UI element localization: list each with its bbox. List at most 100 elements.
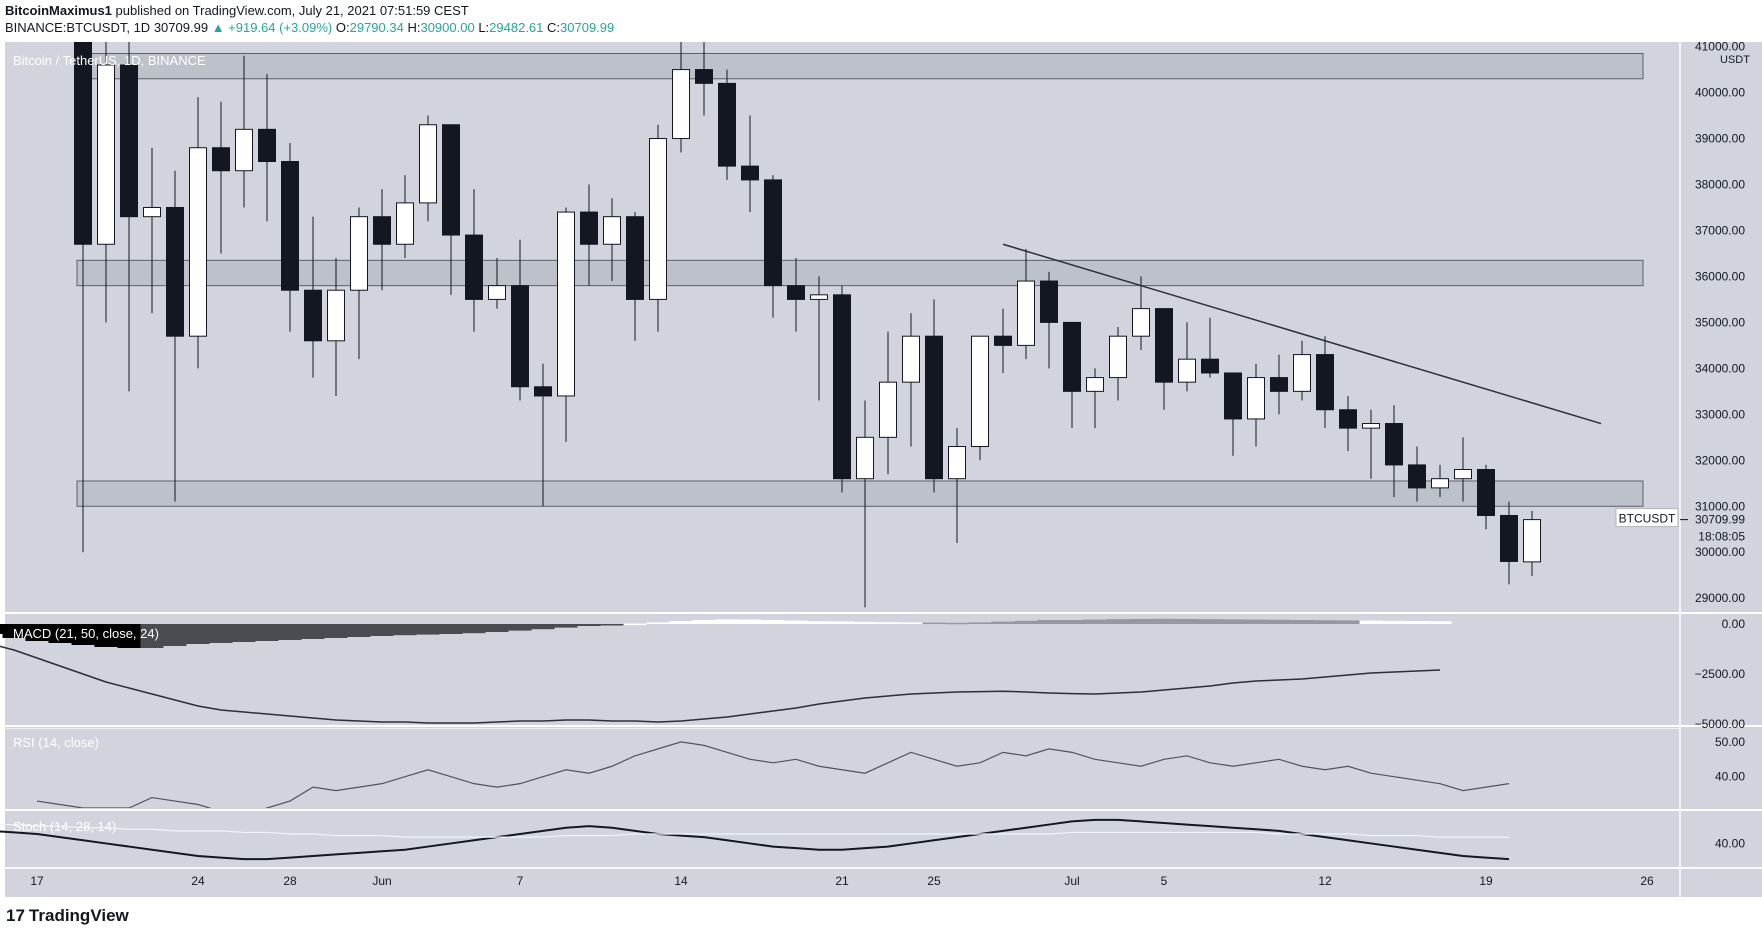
- macd-histogram-bar: [646, 622, 670, 624]
- macd-histogram-bar: [669, 621, 693, 624]
- macd-histogram-bar: [1313, 620, 1337, 624]
- open-value: 29790.34: [349, 20, 404, 35]
- candle-body: [1132, 308, 1150, 337]
- candle-body: [649, 138, 667, 300]
- time-axis-tick-label: 12: [1318, 874, 1332, 888]
- time-axis-tick-label: 7: [517, 874, 524, 888]
- price-axis-tick-label: 38000.00: [1695, 178, 1745, 192]
- tradingview-logo-mark: 17: [6, 906, 25, 925]
- candle-body: [833, 294, 851, 480]
- rsi-title: RSI (14, close): [13, 735, 99, 750]
- macd-axis-tick-label: −5000.00: [1695, 717, 1746, 731]
- macd-histogram-bar: [209, 624, 233, 643]
- candle-body: [511, 285, 529, 388]
- macd-histogram-bar: [784, 620, 808, 624]
- candle-body: [672, 69, 690, 140]
- candle-body: [97, 64, 115, 245]
- support-resistance-zone: [76, 480, 1644, 507]
- candle-body: [948, 446, 966, 480]
- macd-histogram-bar: [554, 624, 578, 628]
- candle-body: [1477, 469, 1495, 516]
- candle-body: [1247, 377, 1265, 420]
- time-axis-tick-label: Jun: [372, 874, 391, 888]
- rsi-axis-tick-label: 50.00: [1715, 735, 1745, 749]
- candle-body: [396, 202, 414, 245]
- candle-body: [994, 335, 1012, 346]
- macd-histogram-bar: [301, 624, 325, 639]
- macd-histogram-bar: [600, 624, 624, 626]
- macd-histogram-bar: [1221, 619, 1245, 624]
- price-axis-tick-label: 41000.00: [1695, 40, 1745, 54]
- candle-body: [120, 64, 138, 218]
- candle-body: [1017, 280, 1035, 346]
- price-axis-background: [1680, 42, 1762, 867]
- price-axis-tick-label: 39000.00: [1695, 132, 1745, 146]
- candle-body: [350, 216, 368, 291]
- candle-body: [235, 128, 253, 172]
- last-price: 30709.99: [153, 20, 209, 35]
- macd-signal-line: [0, 645, 1441, 724]
- rsi-line: [36, 741, 1510, 808]
- macd-histogram-bar: [25, 624, 49, 641]
- time-axis-tick-label: 25: [927, 874, 941, 888]
- tradingview-logo: 17 TradingView: [6, 906, 129, 926]
- candle-body: [1339, 409, 1357, 429]
- candle-body: [373, 216, 391, 245]
- time-axis-tick-label: Jul: [1064, 874, 1079, 888]
- macd-histogram-bar: [1382, 620, 1406, 624]
- candle-body: [741, 165, 759, 181]
- price-axis-tick-label: 30000.00: [1695, 545, 1745, 559]
- candle-body: [74, 42, 92, 245]
- macd-histogram-bar: [1129, 619, 1153, 624]
- macd-histogram-bar: [278, 624, 302, 640]
- price-pane: Bitcoin / TetherUS, 1D, BINANCE: [13, 42, 1644, 608]
- last-price-axis-label: 30709.99: [1695, 513, 1745, 527]
- candle-body: [488, 285, 506, 300]
- candle-body: [1178, 358, 1196, 383]
- tradingview-logo-text: TradingView: [28, 906, 129, 925]
- price-axis-tick-label: 31000.00: [1695, 499, 1745, 513]
- close-label: C:: [547, 20, 561, 35]
- macd-histogram-bar: [117, 624, 141, 648]
- macd-histogram-bar: [508, 624, 532, 631]
- symbol-line: BINANCE:BTCUSDT, 1D 30709.99 ▲ +919.64 (…: [5, 20, 614, 35]
- stoch-pane: [0, 818, 1510, 861]
- candle-body: [695, 69, 713, 84]
- candle-body: [189, 147, 207, 337]
- low-label: L:: [478, 20, 490, 35]
- time-axis-tick-label: 24: [191, 874, 205, 888]
- macd-axis-tick-label: −2500.00: [1695, 667, 1746, 681]
- price-change: ▲ +919.64 (+3.09%): [211, 20, 333, 35]
- macd-histogram-bar: [531, 624, 555, 630]
- time-axis-tick-label: 28: [283, 874, 297, 888]
- candle-body: [258, 128, 276, 163]
- candle-body: [626, 216, 644, 300]
- candle-body: [603, 216, 621, 245]
- candle-body: [327, 289, 345, 342]
- candle-body: [1523, 519, 1541, 563]
- candle-body: [304, 289, 322, 342]
- macd-histogram-bar: [416, 624, 440, 635]
- author-name: BitcoinMaximus1: [5, 3, 112, 18]
- stoch-d-line: [0, 823, 1509, 838]
- macd-histogram-bar: [991, 621, 1015, 624]
- macd-histogram-bar: [1152, 618, 1176, 624]
- price-axis-tick-label: 36000.00: [1695, 269, 1745, 283]
- time-axis-tick-label: 17: [30, 874, 44, 888]
- candle-body: [580, 211, 598, 245]
- candle-body: [1201, 358, 1219, 374]
- candle-body: [1224, 372, 1242, 420]
- low-value: 29482.61: [489, 20, 544, 35]
- macd-histogram-bar: [1014, 620, 1038, 624]
- time-axis-tick-label: 26: [1640, 874, 1654, 888]
- high-value: 30900.00: [420, 20, 475, 35]
- macd-histogram-bar: [922, 622, 946, 625]
- candle-body: [1362, 423, 1380, 429]
- macd-histogram-bar: [485, 624, 509, 632]
- candle-body: [1040, 280, 1058, 323]
- macd-histogram-bar: [140, 624, 164, 648]
- macd-histogram-bar: [1359, 620, 1383, 624]
- candle-body: [1500, 514, 1518, 562]
- macd-histogram-bar: [1037, 620, 1061, 624]
